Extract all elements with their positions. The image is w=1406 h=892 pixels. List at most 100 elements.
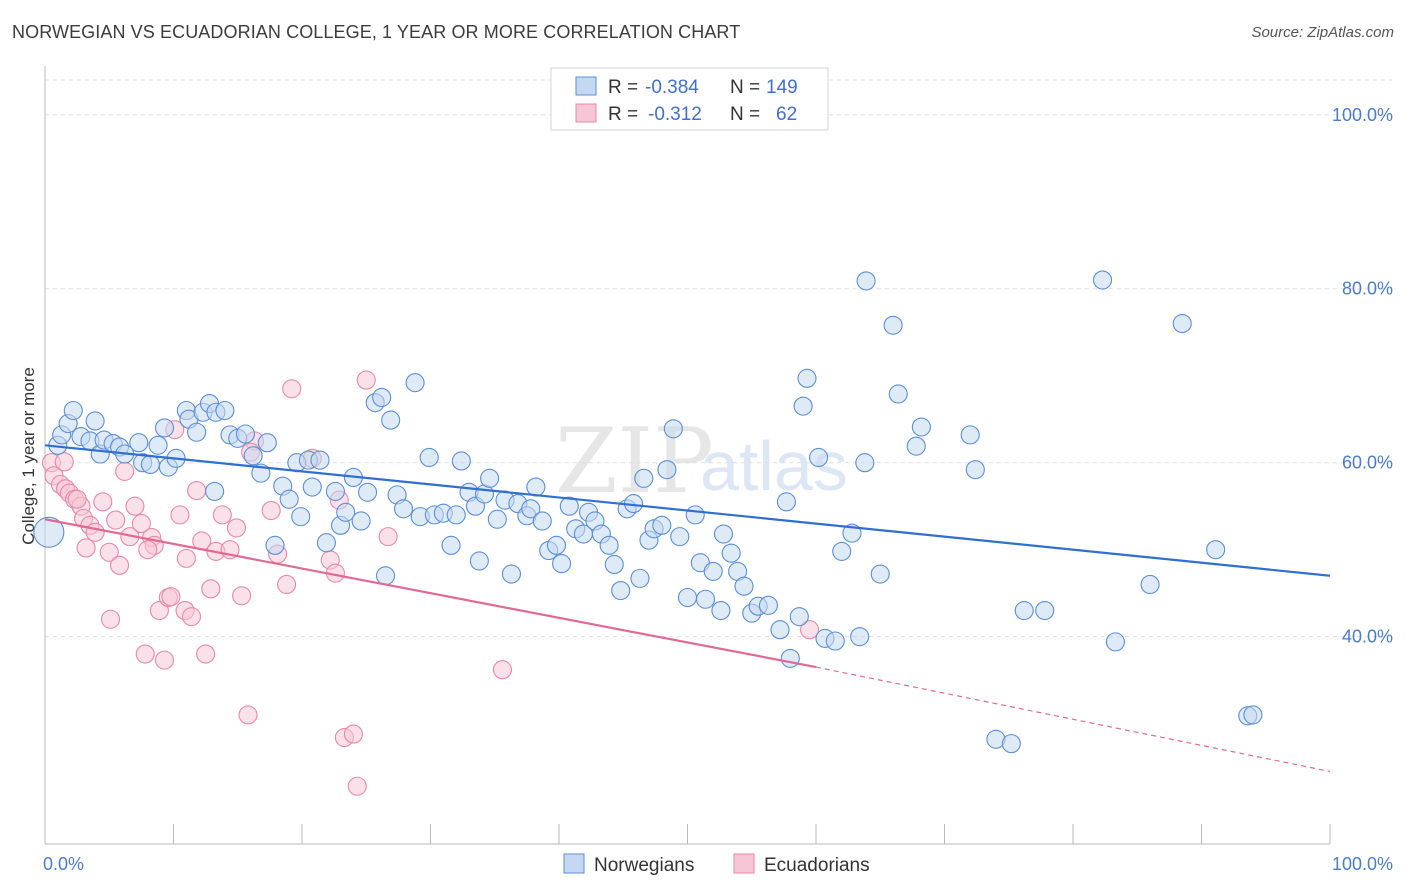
ecuadorian-point [226,518,247,538]
bottom-legend-swatch-ecuadorian [733,853,755,874]
norwegian-point [559,496,579,516]
legend-n-label: N = [730,77,760,98]
norwegian-point [446,505,466,525]
ecuadorian-point [181,607,202,627]
ecuadorian-points [41,370,820,796]
ecuadorian-point [125,496,145,516]
norwegian-point [789,607,809,627]
ecuadorian-point [85,522,105,542]
norwegian-point [129,433,149,453]
norwegian-point [634,468,654,488]
ecuadorian-point [170,505,190,525]
norwegian-point [419,447,439,468]
norwegian-point [670,527,690,547]
norwegian-point [469,551,489,571]
ecuadorian-point [277,574,297,595]
ecuadorian-point [347,776,367,796]
norwegian-point [883,315,903,335]
norwegian-point [480,468,500,488]
ecuadorian-point [201,579,221,599]
norwegian-point [825,631,845,651]
norwegian-point [721,543,741,563]
norwegian-point [532,511,552,531]
x-tick-label: 100.0% [1332,854,1393,874]
ecuadorian-point [67,489,87,509]
ecuadorian-point [135,644,155,664]
norwegian-point [405,373,425,393]
norwegian-point [140,454,160,474]
legend-r-value-norwegian: -0.384 [645,77,699,98]
ecuadorian-point [492,660,513,680]
norwegian-point [381,410,401,430]
norwegian-point [372,387,392,408]
source-label: Source: ZipAtlas.com [1251,24,1394,41]
norwegian-point [776,492,796,512]
norwegian-point [33,516,65,548]
norwegian-point [809,447,829,468]
ecuadorian-point [196,644,216,664]
norwegian-trend-line [44,444,1331,577]
norwegian-point [154,418,175,438]
tick-labels: 40.0% 60.0% 80.0% 100.0% 0.0% 100.0% [43,105,1393,874]
y-axis-label: College, 1 year or more [19,367,38,545]
norwegian-point [888,384,908,404]
norwegian-point [235,424,256,444]
norwegian-point [205,481,225,501]
norwegian-point [316,533,336,553]
norwegian-point [695,589,716,609]
norwegian-point [325,481,345,501]
norwegian-point [663,419,683,439]
norwegian-point [441,535,461,555]
norwegian-point [611,581,631,601]
norwegian-point [148,435,168,455]
axes [44,66,1331,845]
ecuadorian-point [187,480,207,501]
norwegian-point [63,400,83,421]
bottom-legend-ecuadorians: Ecuadorians [764,855,870,876]
ecuadorian-point [99,542,119,562]
ecuadorian-point [154,650,175,670]
ecuadorian-point [261,500,281,521]
norwegian-point [336,502,356,522]
ecuadorian-trend-extension [815,666,1331,773]
norwegian-point [487,509,507,529]
bottom-legend-swatch-norwegian [563,853,585,874]
ecuadorian-point [115,461,135,481]
norwegian-point [832,541,852,561]
norwegian-point [291,507,311,527]
norwegian-point [1035,601,1055,621]
norwegian-point [1243,705,1263,725]
y-tick-label: 100.0% [1332,105,1393,125]
norwegian-point [1093,270,1113,290]
ecuadorian-trend-line [44,518,817,669]
norwegian-point [870,564,890,584]
norwegian-point [1001,734,1021,754]
norwegian-point [215,400,235,421]
norwegian-point [677,587,698,608]
norwegian-point [310,450,330,470]
trend-lines [44,444,1331,773]
ecuadorian-point [356,370,376,390]
norwegian-point [797,368,817,388]
norwegian-point [546,535,566,555]
norwegian-point [911,417,931,437]
norwegian-point [793,396,813,416]
grid-lines [45,79,1392,638]
ecuadorian-point [378,527,398,547]
chart-title: NORWEGIAN VS ECUADORIAN COLLEGE, 1 YEAR … [12,22,741,42]
norwegian-point [685,505,705,525]
norwegian-point [906,436,926,456]
norwegian-point [1014,601,1034,621]
norwegian-point [1172,313,1192,334]
bottom-legend-norwegians: Norwegians [594,855,694,876]
norwegian-point [451,451,471,471]
norwegian-point [501,564,522,584]
ecuadorian-point [109,555,130,575]
norwegian-point [1105,632,1125,652]
ecuadorian-point [343,724,363,744]
norwegian-point [1206,540,1226,560]
legend-n-value-norwegian: 149 [766,77,798,98]
norwegian-point [850,627,870,647]
norwegian-point [855,453,875,473]
